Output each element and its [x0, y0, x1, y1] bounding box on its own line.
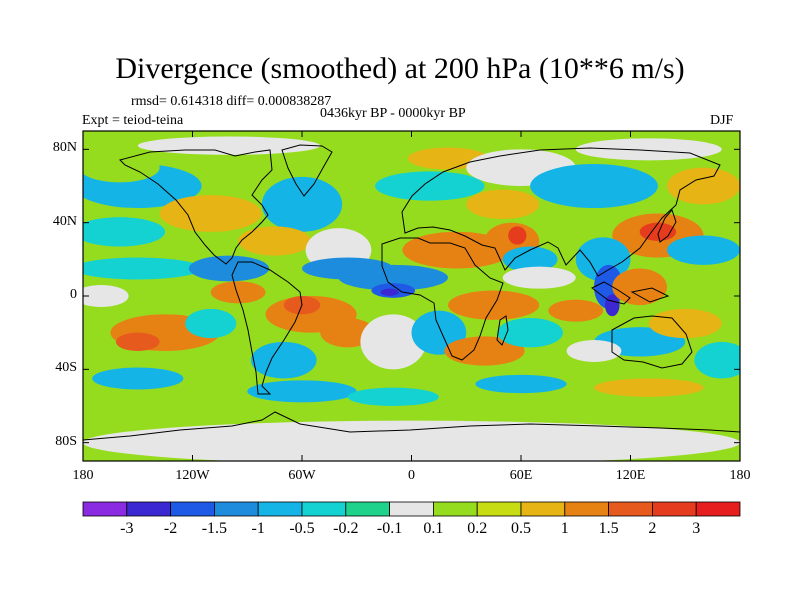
x-tick-label: 60W [288, 468, 316, 483]
season-text: DJF [710, 113, 734, 128]
field-region [83, 420, 740, 461]
colorbar-swatch [82, 501, 128, 517]
y-tick-label: 40N [52, 213, 77, 229]
x-tick-label: 60E [509, 468, 533, 483]
field-region [338, 264, 448, 291]
colorbar-label: -0.1 [376, 520, 403, 537]
field-region [302, 147, 375, 170]
field-region [261, 176, 343, 232]
field-region [210, 281, 266, 304]
y-tick-label: 80S [55, 433, 77, 449]
colorbar-swatch [520, 501, 566, 517]
x-tick-label: 120W [175, 468, 210, 483]
coastline-japan [657, 209, 677, 243]
colorbar-label: 3 [692, 520, 701, 537]
field-region [185, 308, 237, 339]
colorbar-label: -1.5 [201, 520, 228, 537]
field-region [530, 164, 658, 208]
field-region [83, 217, 166, 247]
period-text: 0436kyr BP - 0000kyr BP [320, 106, 466, 121]
colorbar-label: -2 [163, 520, 178, 537]
x-tick-label: 180 [72, 468, 94, 483]
field-region [648, 308, 722, 339]
field-region [250, 341, 317, 379]
field-region [159, 195, 262, 232]
coastline-south-america [231, 261, 303, 395]
x-tick-label: 0 [408, 468, 415, 483]
divergence-field-layer [83, 136, 740, 461]
coastline-australia [611, 315, 693, 369]
field-region [83, 285, 129, 307]
colorbar-swatch [476, 501, 522, 517]
field-region [380, 288, 399, 297]
colorbar-swatch [564, 501, 609, 517]
colorbar-swatch [432, 501, 478, 517]
colorbar-swatch [345, 501, 390, 517]
colorbar-swatch [257, 501, 303, 517]
statistics-text: rmsd= 0.614318 diff= 0.000838287 [131, 94, 332, 109]
y-tick-label: 80N [52, 140, 77, 156]
x-tick-label: 120E [615, 468, 646, 483]
colorbar-label: 0.5 [511, 520, 531, 537]
field-region [502, 246, 558, 273]
colorbar-swatch [213, 501, 259, 517]
field-region [375, 171, 485, 201]
field-region [508, 226, 527, 245]
field-region [575, 138, 722, 161]
colorbar-label: -0.5 [289, 520, 315, 537]
colorbar-label: 1 [560, 520, 569, 537]
field-region [594, 378, 704, 397]
field-region [612, 268, 667, 306]
coastline-antarctica [83, 411, 740, 441]
colorbar-label: 1.5 [598, 520, 619, 537]
field-region [475, 374, 567, 394]
x-tick-label: 180 [729, 468, 751, 483]
field-region [83, 257, 202, 280]
field-region [548, 299, 604, 322]
field-region [497, 318, 563, 348]
field-region [566, 340, 622, 362]
colorbar-swatch [652, 501, 697, 517]
colorbar-label: -3 [120, 520, 134, 537]
field-region [238, 226, 312, 256]
colorbar-swatch [695, 501, 741, 517]
colorbar-swatch [389, 501, 434, 517]
coastline-maritime-continent [591, 281, 670, 305]
colorbar-label: -0.2 [333, 520, 359, 537]
colorbar-label: 2 [648, 520, 657, 537]
plot-title: Divergence (smoothed) at 200 hPa (10**6 … [115, 52, 685, 85]
colorbar-label: 0.2 [467, 520, 488, 537]
colorbar-swatch [170, 501, 215, 517]
field-region [502, 266, 576, 289]
y-tick-label: 0 [70, 287, 77, 302]
field-region [466, 189, 540, 219]
coastline-madagascar [496, 315, 509, 346]
axis-ticks-layer [82, 131, 741, 461]
field-region [694, 341, 740, 379]
field-region [347, 387, 439, 407]
coastline-north-america [119, 149, 273, 265]
y-tick-label: 40S [55, 360, 77, 376]
field-region [247, 380, 357, 403]
colorbar-label: 0.1 [423, 520, 444, 537]
coastline-layer [83, 144, 740, 441]
experiment-text: Expt = teiod-teina [82, 113, 184, 128]
field-region [115, 332, 160, 352]
field-region [667, 235, 740, 265]
field-region [360, 314, 427, 370]
field-region [83, 153, 160, 183]
field-region [137, 136, 321, 155]
coastline-greenland [281, 144, 333, 197]
colorbar-swatch [301, 501, 347, 517]
colorbar-swatch [126, 501, 172, 517]
coastline-eurasia [401, 147, 721, 277]
field-region [188, 255, 270, 282]
colorbar [82, 501, 741, 517]
coastline-africa [381, 237, 504, 361]
field-region [92, 367, 184, 390]
colorbar-swatch [608, 501, 653, 517]
field-region [667, 167, 740, 205]
colorbar-label: -1 [251, 520, 265, 537]
